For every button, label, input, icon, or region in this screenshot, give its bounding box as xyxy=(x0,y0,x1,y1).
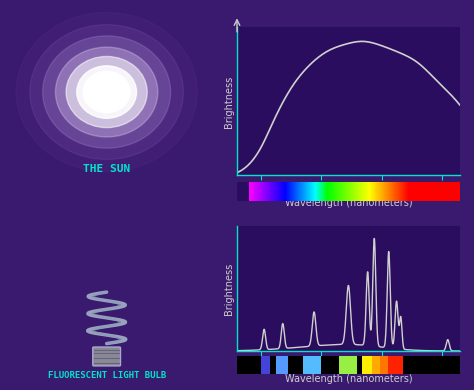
Y-axis label: Brightness: Brightness xyxy=(224,75,234,128)
Circle shape xyxy=(83,71,130,113)
Bar xyxy=(321,356,339,374)
Bar xyxy=(357,356,362,374)
Text: THE SUN: THE SUN xyxy=(83,164,130,174)
Bar xyxy=(255,356,261,374)
Bar xyxy=(237,356,255,374)
Circle shape xyxy=(16,12,197,172)
Circle shape xyxy=(30,25,183,160)
Text: FLUORESCENT LIGHT BULB: FLUORESCENT LIGHT BULB xyxy=(47,371,166,380)
Bar xyxy=(261,356,270,374)
Bar xyxy=(276,356,288,374)
Circle shape xyxy=(77,66,137,118)
Bar xyxy=(380,356,388,374)
Bar xyxy=(270,356,276,374)
Bar xyxy=(373,356,380,374)
Bar xyxy=(303,356,321,374)
Bar xyxy=(339,356,357,374)
Bar xyxy=(288,356,303,374)
Circle shape xyxy=(55,47,158,137)
Circle shape xyxy=(66,57,147,128)
FancyBboxPatch shape xyxy=(93,347,120,366)
X-axis label: Wavelength (nanometers): Wavelength (nanometers) xyxy=(284,198,412,208)
Circle shape xyxy=(43,36,171,148)
Y-axis label: Brightness: Brightness xyxy=(224,262,234,315)
Bar xyxy=(362,356,373,374)
X-axis label: Wavelength (nanometers): Wavelength (nanometers) xyxy=(284,374,412,383)
Bar xyxy=(402,356,460,374)
Bar xyxy=(388,356,402,374)
